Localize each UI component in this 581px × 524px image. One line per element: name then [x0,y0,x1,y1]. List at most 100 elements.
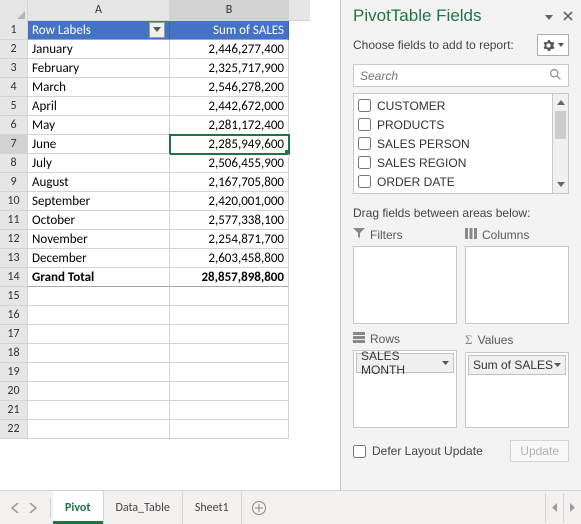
cell-b[interactable] [170,325,289,344]
row-header[interactable]: 3 [0,59,28,78]
cell-a[interactable] [28,363,170,382]
cell-a[interactable]: February [28,59,170,78]
cell-b[interactable]: 2,603,458,800 [170,249,289,268]
close-icon[interactable] [563,9,573,24]
row-header[interactable]: 7 [0,135,28,154]
field-list-scrollbar[interactable] [552,93,569,194]
cell-a[interactable]: November [28,230,170,249]
cell-b[interactable] [170,287,289,306]
row-header[interactable]: 1 [0,21,28,40]
sheet-tab[interactable]: Sheet1 [183,491,242,524]
cell-b[interactable]: 2,506,455,900 [170,154,289,173]
cell-a[interactable]: August [28,173,170,192]
row-header[interactable]: 14 [0,268,28,287]
rows-drop-box[interactable]: SALES MONTH [353,350,457,428]
cell-b[interactable] [170,344,289,363]
cell-b[interactable]: 2,446,277,400 [170,40,289,59]
columns-drop-box[interactable] [465,246,569,324]
field-search-box[interactable] [353,64,569,87]
row-header[interactable]: 2 [0,40,28,59]
cell-a[interactable]: Grand Total [28,268,170,287]
sheet-tab[interactable]: Data_Table [104,491,183,524]
cell-b[interactable]: 2,281,172,400 [170,116,289,135]
scroll-down-button[interactable] [553,176,568,193]
cell-b[interactable] [170,363,289,382]
search-input[interactable] [360,69,549,83]
cell-b[interactable] [170,420,289,439]
field-checkbox[interactable] [358,99,371,112]
cell-a[interactable]: July [28,154,170,173]
defer-update-checkbox[interactable] [353,445,366,458]
cell-a[interactable] [28,287,170,306]
row-header[interactable]: 4 [0,78,28,97]
row-header[interactable]: 22 [0,420,28,439]
row-header[interactable]: 20 [0,382,28,401]
cell-a[interactable] [28,382,170,401]
cell-b[interactable] [170,306,289,325]
cell-a[interactable] [28,401,170,420]
cell-a[interactable]: June [28,135,170,154]
cell-b[interactable]: 2,577,338,100 [170,211,289,230]
col-header-A[interactable]: A [28,0,170,20]
cell-b[interactable]: 2,285,949,600 [170,135,289,154]
row-header[interactable]: 8 [0,154,28,173]
cell-a[interactable] [28,344,170,363]
cell-b[interactable]: 2,254,871,700 [170,230,289,249]
cell-a[interactable]: April [28,97,170,116]
row-header[interactable]: 9 [0,173,28,192]
field-checkbox[interactable] [358,118,371,131]
row-header[interactable]: 13 [0,249,28,268]
cell-b[interactable]: 2,546,278,200 [170,78,289,97]
field-checkbox-item[interactable]: SALES PERSON [358,134,548,153]
cell-a[interactable]: May [28,116,170,135]
row-header[interactable]: 5 [0,97,28,116]
row-header[interactable]: 6 [0,116,28,135]
cell-b[interactable] [170,382,289,401]
row-labels-filter-button[interactable] [149,22,165,38]
row-header[interactable]: 18 [0,344,28,363]
sheet-tab[interactable]: Pivot [53,491,104,524]
row-header[interactable]: 11 [0,211,28,230]
cell-a[interactable]: March [28,78,170,97]
cell-a[interactable]: December [28,249,170,268]
field-checkbox-item[interactable]: SALES REGION [358,153,548,172]
hscroll-left[interactable] [545,493,563,523]
pane-dropdown-icon[interactable] [545,9,553,24]
cell-a[interactable]: October [28,211,170,230]
update-button[interactable]: Update [510,440,569,462]
layout-options-button[interactable] [537,34,569,56]
new-sheet-button[interactable] [242,491,276,524]
values-drop-box[interactable]: Sum of SALES [465,352,569,428]
field-checkbox-item[interactable]: CUSTOMER [358,96,548,115]
scroll-up-button[interactable] [553,94,568,111]
defer-update-toggle[interactable]: Defer Layout Update [353,444,483,458]
cell-b[interactable]: 2,420,001,000 [170,192,289,211]
select-all-corner[interactable] [0,0,28,21]
cell-a[interactable]: September [28,192,170,211]
field-checkbox[interactable] [358,137,371,150]
field-checkbox[interactable] [358,175,371,188]
cell-b[interactable]: Sum of SALES [170,21,289,40]
field-chip[interactable]: Sum of SALES [468,355,566,375]
cell-a[interactable]: January [28,40,170,59]
field-checkbox-item[interactable]: PRODUCTS [358,115,548,134]
row-header[interactable]: 12 [0,230,28,249]
cell-b[interactable]: 2,442,672,000 [170,97,289,116]
row-header[interactable]: 21 [0,401,28,420]
row-header[interactable]: 17 [0,325,28,344]
col-header-B[interactable]: B [170,0,289,20]
cell-b[interactable]: 2,167,705,800 [170,173,289,192]
cell-b[interactable]: 2,325,717,900 [170,59,289,78]
field-chip[interactable]: SALES MONTH [356,353,454,373]
row-header[interactable]: 19 [0,363,28,382]
cell-a[interactable] [28,420,170,439]
hscroll-right[interactable] [563,493,581,523]
row-header[interactable]: 10 [0,192,28,211]
cell-a[interactable] [28,306,170,325]
row-header[interactable]: 16 [0,306,28,325]
filters-drop-box[interactable] [353,246,457,324]
cell-a[interactable] [28,325,170,344]
row-header[interactable]: 15 [0,287,28,306]
field-checkbox-item[interactable]: ORDER DATE [358,172,548,191]
tab-nav-prev[interactable] [6,494,24,522]
